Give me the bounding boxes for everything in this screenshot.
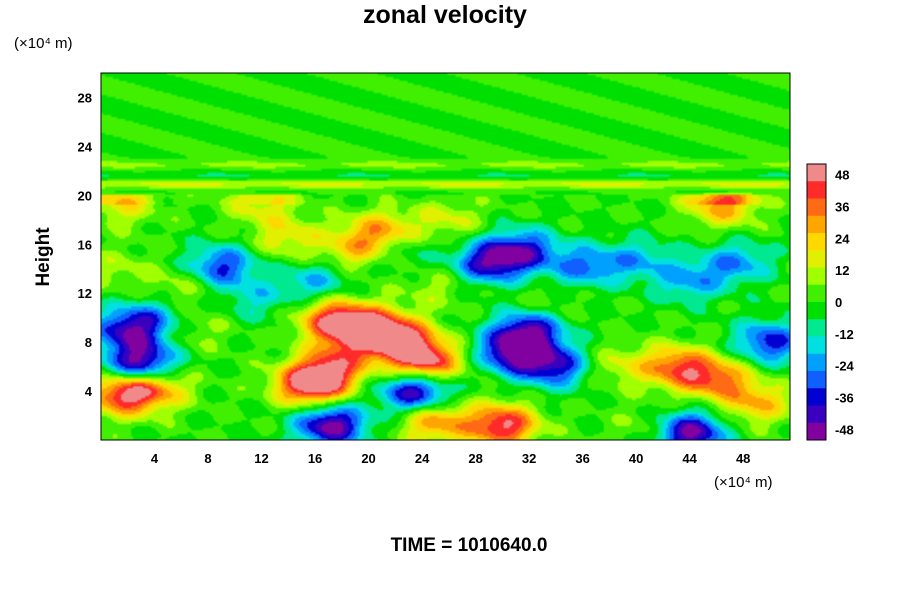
colorbar-tick-label: -36 [835, 391, 854, 406]
colorbar-swatch [807, 302, 826, 320]
x-tick-label: 40 [629, 451, 643, 466]
y-tick-label: 16 [78, 237, 92, 252]
x-tick-label: 44 [682, 451, 697, 466]
colorbar-tick-label: 12 [835, 263, 849, 278]
y-tick-label: 24 [78, 139, 93, 154]
x-tick-label: 12 [254, 451, 268, 466]
colorbar-swatch [807, 336, 826, 355]
y-tick-label: 20 [78, 188, 92, 203]
colorbar-tick-label: 24 [835, 231, 850, 246]
colorbar-swatch [807, 371, 826, 389]
heatmap-image [101, 73, 790, 440]
colorbar-tick-label: 48 [835, 168, 849, 183]
colorbar-tick-label: -12 [835, 327, 854, 342]
x-tick-label: 4 [151, 451, 159, 466]
colorbar-swatch [807, 422, 826, 441]
x-tick-label: 36 [575, 451, 589, 466]
x-tick-label: 16 [308, 451, 322, 466]
plot-frame [100, 72, 791, 441]
colorbar-swatch [807, 181, 826, 199]
y-axis-title: Height [33, 227, 54, 287]
colorbar-tick-label: -48 [835, 422, 854, 437]
colorbar-swatch [807, 164, 826, 182]
colorbar-swatch [807, 319, 826, 337]
y-tick-label: 28 [78, 90, 92, 105]
x-unit-label: (×10⁴ m) [714, 474, 773, 491]
x-tick-label: 32 [522, 451, 536, 466]
colorbar-tick-label: 0 [835, 295, 842, 310]
x-tick-label: 8 [204, 451, 211, 466]
x-tick-label: 28 [468, 451, 482, 466]
y-tick-label: 12 [78, 286, 92, 301]
colorbar-swatch [807, 250, 826, 268]
colorbar-swatch [807, 233, 826, 251]
colorbar-swatch [807, 353, 826, 372]
colorbar: 48 36 24 12 0 -12 -24 -36 -48 [806, 163, 855, 441]
x-axis: 4 8 12 16 20 24 28 32 36 40 44 48 [151, 451, 751, 466]
x-tick-label: 48 [736, 451, 750, 466]
y-unit-label: (×10⁴ m) [14, 35, 73, 52]
colorbar-swatch [807, 405, 826, 424]
x-tick-label: 24 [415, 451, 430, 466]
colorbar-swatch [807, 198, 826, 217]
colorbar-swatch [807, 388, 826, 406]
chart-title: zonal velocity [363, 1, 527, 29]
x-tick-label: 20 [361, 451, 375, 466]
colorbar-frame [806, 163, 827, 441]
colorbar-swatch [807, 284, 826, 303]
colorbar-swatch [807, 215, 826, 234]
y-axis: 4 8 12 16 20 24 28 [78, 90, 93, 399]
time-label: TIME = 1010640.0 [391, 535, 548, 556]
y-tick-label: 4 [85, 384, 93, 399]
colorbar-tick-label: 36 [835, 199, 849, 214]
plot-area [101, 73, 790, 440]
colorbar-tick-label: -24 [835, 359, 855, 374]
colorbar-swatch [807, 267, 826, 286]
y-tick-label: 8 [85, 335, 92, 350]
